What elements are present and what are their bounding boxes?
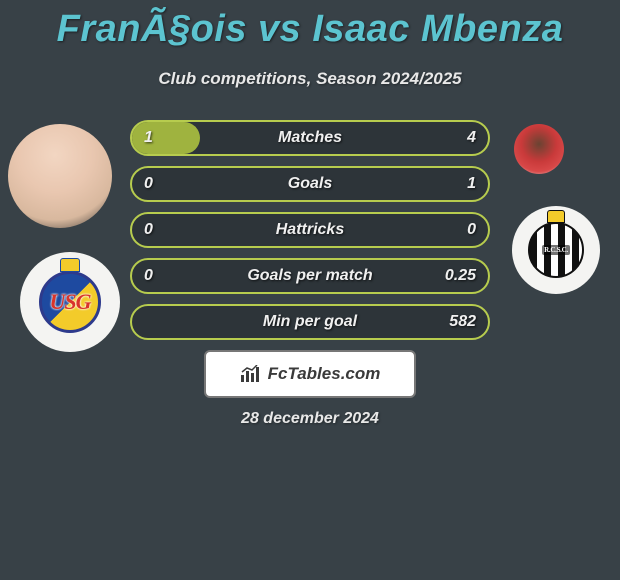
club1-crest: USG bbox=[20, 252, 120, 352]
bar-label: Goals bbox=[130, 166, 490, 202]
brand-text: FcTables.com bbox=[268, 364, 381, 384]
club2-crest: R.C.S.C. bbox=[512, 206, 600, 294]
bar-label: Min per goal bbox=[130, 304, 490, 340]
page-title: FranÃ§ois vs Isaac Mbenza bbox=[0, 0, 620, 51]
bar-row: 582Min per goal bbox=[130, 304, 490, 340]
bar-row: 01Goals bbox=[130, 166, 490, 202]
player1-avatar bbox=[8, 124, 112, 228]
bar-label: Goals per match bbox=[130, 258, 490, 294]
footer-date: 28 december 2024 bbox=[0, 410, 620, 428]
bar-label: Matches bbox=[130, 120, 490, 156]
bar-row: 00Hattricks bbox=[130, 212, 490, 248]
player2-avatar bbox=[514, 124, 564, 174]
bar-row: 00.25Goals per match bbox=[130, 258, 490, 294]
bar-row: 14Matches bbox=[130, 120, 490, 156]
club1-crest-inner: USG bbox=[39, 271, 101, 333]
bar-label: Hattricks bbox=[130, 212, 490, 248]
brand-logo: FcTables.com bbox=[204, 350, 416, 398]
comparison-bars: 14Matches 01Goals 00Hattricks 00.25Goals pe… bbox=[130, 120, 490, 350]
chart-icon bbox=[240, 365, 262, 383]
subtitle: Club competitions, Season 2024/2025 bbox=[0, 69, 620, 89]
club2-crest-inner: R.C.S.C. bbox=[528, 222, 584, 278]
